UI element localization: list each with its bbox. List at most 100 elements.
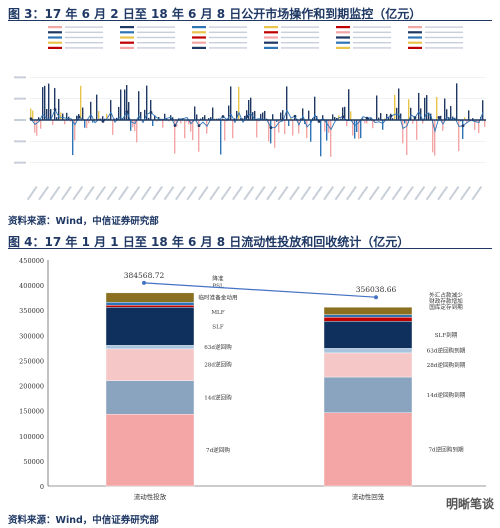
figure3-legend-swatch [120,41,134,44]
figure3-legend-swatch [192,31,206,34]
figure3-bar [72,120,74,156]
figure3-point [173,124,177,127]
figure3-bar [64,120,66,125]
figure3-bar [458,120,460,152]
figure3-bar [310,120,312,142]
figure3-bar [406,120,408,155]
figure3-point [317,120,321,123]
figure3-bar [392,118,394,120]
figure3-bar [440,115,442,120]
figure3-legend-entry [209,26,247,28]
figure3-legend-swatch [264,31,278,34]
figure4-total-point [142,280,146,285]
figure3-legend-entry [65,31,103,33]
figure3-xtick [300,186,312,201]
figure4-left-segment-label: PSL [212,283,224,289]
figure3-xtick [277,186,289,201]
figure3-xtick [129,186,141,201]
figure3-point [125,110,129,114]
figure3-bar [250,97,252,120]
figure3-bar [308,110,310,120]
figure4-left-segment-label: 63d逆回购 [204,343,232,351]
figure3-bar [144,109,146,120]
figure3-bar [248,100,250,120]
figure3-bar [332,114,334,120]
figure4-title: 图 4：17 年 1 月 1 日至 18 年 6 月 8 日流动性投放和回收统计… [8,235,410,249]
figure3-bar [378,117,380,120]
figure3-xtick [72,186,84,201]
figure4-ytick-label: 150000 [19,408,44,416]
figure3-legend-entry [353,31,391,33]
figure3-bar [370,118,372,120]
figure3-bar [412,120,414,124]
figure3-legend-entry [281,26,319,28]
figure3-bar [294,117,296,120]
figure4-ytick-label: 50000 [23,458,44,466]
figure3-legend-swatch [336,41,350,44]
figure3-bar [120,89,122,120]
figure3-xtick [391,186,403,201]
figure3-bar [116,117,118,120]
figure3-bar [400,113,402,120]
figure3-bar [86,120,88,129]
figure4-ytick-label: 350000 [19,307,44,315]
figure3-bar [124,89,126,120]
figure3-bar [466,120,468,123]
figure3-xtick [254,186,266,201]
figure3-legend-entry [65,26,103,28]
figure3-bar [208,118,210,120]
figure3-legend-entry [281,42,319,44]
figure3-bar [262,112,264,120]
figure3-legend-entry [353,36,391,39]
figure3-bar [106,113,108,120]
figure3-legend-swatch [264,36,278,39]
figure3-bar [140,111,142,120]
figure3-bar [70,120,72,122]
figure3-bar [434,120,436,156]
figure4-ytick-label: 300000 [19,332,44,340]
figure4-chart: 0 50000 100000 150000 200000 250000 300000 3500… [19,257,486,501]
figure3-bar [90,101,92,120]
figure3-bar [54,88,56,120]
figure4-right-segment-label: 外汇占款减少 [429,291,463,299]
figure3-bar [428,112,430,120]
figure3-bar [320,120,322,157]
figure3-bar [278,120,280,133]
figure3-legend-entry [209,42,247,44]
figure3-bar [164,113,166,120]
figure3-legend-swatch [336,36,350,39]
figure4-total-label: 384568.72 [124,271,165,280]
figure3-bar [110,100,112,120]
figure3-bar [468,110,470,120]
figure3-bar [368,117,370,120]
figure3-bar [190,120,192,132]
figure3-point [197,124,201,128]
figure3-bar [424,97,426,120]
figure3-bar [40,120,42,129]
figure3-legend-swatch [192,46,206,49]
figure3-point [293,114,297,118]
figure3-bar [382,120,384,130]
figure3-bar [76,115,78,120]
figure3-bar [276,120,278,123]
figure3-title: 图 3：17 年 6 月 2 日至 18 年 6 月 8 日公开市场操作和到期监… [8,7,422,21]
figure3-xtick [140,186,152,201]
figure3-bar [484,120,486,127]
figure3-bar [418,92,420,120]
figure3-bar [126,85,128,120]
figure3-legend-swatch [120,31,134,34]
figure3-bar [32,110,34,120]
figure3-bar [472,118,474,120]
figure3-bar [478,120,480,134]
figure4-right-segment-label: SLF到期 [435,332,458,339]
figure3-bar [134,120,136,132]
figure4-total-point [374,295,378,300]
figure3-legend-swatch [264,26,278,29]
figure3-point [269,126,273,129]
figure3-bar [142,120,144,122]
figure3-bar [80,85,82,120]
figure3-bar [92,120,94,123]
figure3-bar [284,120,286,135]
figure4-right-segment-label: 63d逆回购到期 [427,347,466,355]
figure3-bar [130,120,132,131]
